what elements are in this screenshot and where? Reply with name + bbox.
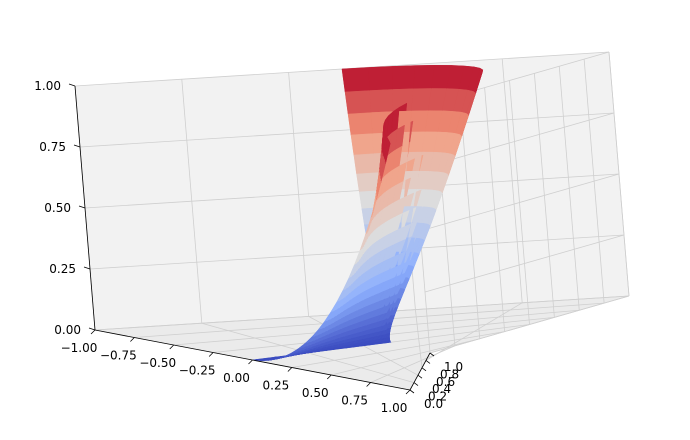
z-axis-ticks: 0.00 0.25 0.50 0.75 1.00: [34, 79, 96, 337]
surface-facet: [392, 65, 416, 90]
z-tick-label: 1.00: [34, 79, 61, 93]
x-tick-label: 0.75: [341, 394, 368, 408]
z-tick-mark: [68, 83, 76, 87]
grid-line: [291, 331, 505, 368]
z-tick-mark: [73, 144, 81, 148]
grid-line: [429, 295, 630, 354]
x-tick-label: −0.50: [139, 356, 176, 370]
z-tick-label: 0.25: [49, 262, 76, 276]
z-tick-label: 0.75: [39, 140, 66, 154]
y-tick-mark: [425, 360, 431, 364]
y-tick-mark: [417, 374, 423, 379]
y-tick-label: 0.2: [428, 390, 447, 404]
z-tick-label: 0.50: [44, 201, 71, 215]
y-tick-mark: [429, 352, 435, 357]
grid-line: [79, 112, 615, 148]
x-tick-mark: [208, 352, 214, 357]
y-tick-label: 0.0: [424, 397, 443, 411]
x-tick-mark: [405, 389, 411, 395]
x-tick-mark: [90, 329, 96, 335]
grid-line: [419, 173, 620, 232]
x-tick-label: −0.75: [100, 349, 137, 363]
surface-facet: [353, 153, 375, 175]
x-tick-mark: [287, 367, 293, 372]
surface-facet: [344, 90, 372, 115]
surface-facet: [369, 89, 393, 113]
grid-line: [425, 302, 523, 361]
x-tick-mark: [326, 374, 332, 380]
x-tick-label: −0.25: [179, 364, 216, 378]
x-tick-label: 1.00: [381, 401, 408, 415]
grid-line: [415, 309, 423, 368]
z-tick-mark: [88, 327, 96, 331]
x-tick-mark: [130, 337, 135, 342]
surface-facet: [368, 66, 394, 91]
surface-facet: [412, 65, 435, 90]
y-tick-mark: [413, 382, 419, 386]
z-tick-mark: [78, 205, 86, 209]
y-tick-mark: [421, 367, 427, 372]
surface-facet: [350, 133, 374, 156]
x-tick-label: 0.50: [302, 386, 329, 400]
surface-facet: [411, 88, 432, 112]
y-tick-mark: [409, 389, 415, 394]
y-axis-ticks: 0.00.20.40.60.81.0: [409, 352, 463, 411]
x-tick-label: −1.00: [61, 341, 98, 355]
surface-facet: [341, 67, 370, 93]
x-axis-ticks: −1.00−0.75−0.50−0.25 0.00 0.25 0.50 0.75 1.00: [61, 329, 411, 415]
x-tick-mark: [169, 344, 175, 350]
y-tick-label: 1.0: [444, 360, 463, 374]
y-tick-label: 0.4: [432, 382, 451, 396]
y-tick-label: 0.8: [440, 367, 459, 381]
x-tick-label: 0.00: [223, 371, 250, 385]
y-tick-label: 0.6: [436, 375, 455, 389]
grid-line: [424, 234, 625, 293]
surface: [252, 65, 484, 361]
x-tick-mark: [248, 359, 253, 365]
z-tick-mark: [83, 266, 91, 270]
y-axis-line: [409, 352, 431, 391]
surface-facet: [347, 112, 373, 136]
x-tick-label: 0.25: [263, 379, 290, 393]
z-tick-label: 0.00: [54, 323, 81, 337]
grid-line: [89, 234, 625, 270]
grid-line: [84, 173, 620, 209]
surface-facet: [356, 172, 377, 193]
x-tick-mark: [366, 382, 371, 387]
